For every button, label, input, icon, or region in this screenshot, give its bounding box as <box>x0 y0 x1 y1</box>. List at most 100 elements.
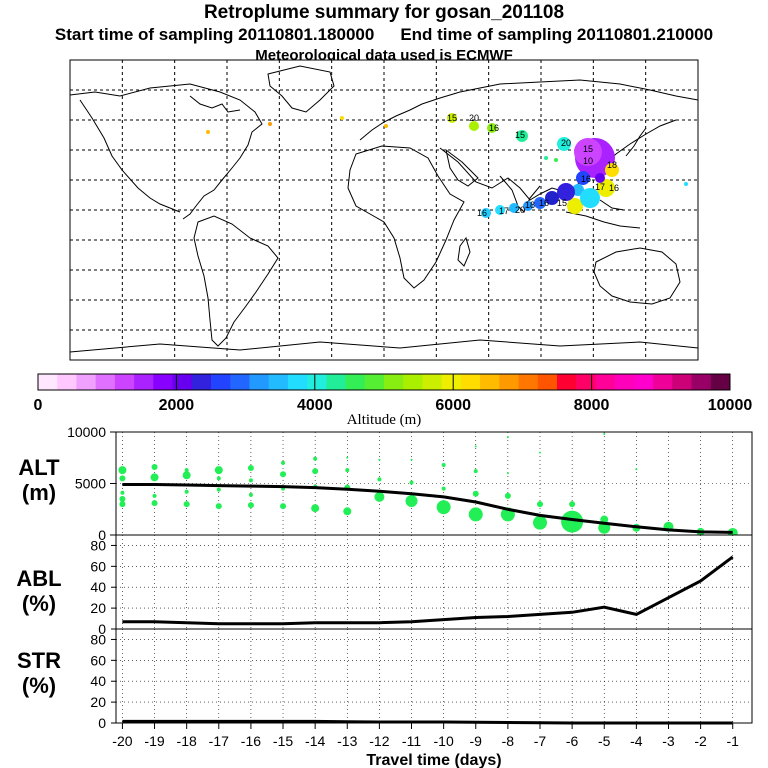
abl-tick-label: 20 <box>90 600 106 616</box>
alt-scatter-point <box>561 510 584 533</box>
chart-title: Retroplume summary for gosan_201108 <box>203 2 565 23</box>
plume-marker <box>534 197 546 209</box>
colorbar-cell <box>95 374 116 390</box>
plume-marker <box>495 205 505 215</box>
colorbar-cell <box>384 374 404 390</box>
x-tick-label: -10 <box>434 733 454 749</box>
colorbar-cell <box>57 374 77 390</box>
plume-label: 16 <box>581 174 591 184</box>
altitude-colorbar <box>37 373 731 391</box>
colorbar-cell <box>595 374 616 390</box>
alt-scatter-point <box>248 478 253 483</box>
coastline-greenland <box>267 65 335 113</box>
alt-label-top: ALT <box>18 455 60 480</box>
colorbar-cell <box>249 374 270 390</box>
alt-scatter-point <box>603 433 606 436</box>
alt-scatter-point <box>533 515 547 530</box>
alt-panel: 10000 5000 0 <box>67 424 753 543</box>
plume-label: 16 <box>539 198 549 208</box>
plume-marker <box>557 137 571 151</box>
alt-scatter-point <box>280 503 287 510</box>
coastline-north-america <box>69 83 263 220</box>
coastline-japan <box>625 127 647 157</box>
plume-marker <box>544 156 548 160</box>
alt-scatter-point <box>184 468 189 473</box>
plume-label: 16 <box>489 123 499 133</box>
plume-marker <box>523 201 533 211</box>
alt-tick-label: 10000 <box>67 424 106 440</box>
colorbar-cell <box>364 374 385 390</box>
sampling-times: Start time of sampling 20110801.180000 En… <box>0 25 768 45</box>
str-tick-label: 40 <box>90 673 106 689</box>
alt-label-bottom: (m) <box>21 480 57 505</box>
alt-scatter-point <box>150 473 159 482</box>
alt-scatter-point <box>468 507 483 522</box>
alt-scatter-point <box>184 489 189 494</box>
x-tick-label: -13 <box>337 733 357 749</box>
alt-scatter-point <box>119 475 126 482</box>
colorbar-cell <box>710 374 731 390</box>
colorbar-cell <box>268 374 289 390</box>
plume-marker <box>206 130 210 134</box>
world-map: 15 20 16 15 20 16 17 18 16 15 20 10 17 16 18 16 15 <box>69 59 699 361</box>
colorbar-cell <box>576 374 596 390</box>
x-tick-label: -5 <box>598 733 611 749</box>
x-tick-label: -6 <box>566 733 579 749</box>
alt-scatter-point <box>539 451 541 454</box>
x-tick-label: -3 <box>662 733 675 749</box>
alt-scatter-point <box>410 458 413 461</box>
alt-scatter-point <box>405 495 418 508</box>
alt-scatter-point <box>119 501 126 508</box>
str-y-ticks: 80 60 40 20 0 <box>90 631 116 731</box>
alt-scatter-point <box>280 471 287 478</box>
plume-markers <box>206 113 688 218</box>
colorbar-cell <box>38 374 58 390</box>
alt-y-ticks: 10000 5000 0 <box>67 424 116 543</box>
colorbar-cell <box>518 374 539 390</box>
coastline-antarctica <box>69 339 699 353</box>
alt-scatter-point <box>182 471 191 480</box>
alt-scatter-point <box>441 462 446 467</box>
alt-scatter-point <box>247 465 254 472</box>
alt-scatter-point <box>472 490 479 497</box>
colorbar-cell <box>557 374 577 390</box>
x-tick-label: -7 <box>534 733 547 749</box>
coastline-madagascar <box>457 236 471 267</box>
plume-marker <box>509 203 519 213</box>
alt-scatter-point <box>346 456 349 459</box>
plume-label: 15 <box>583 144 593 154</box>
start-time-label: Start time of sampling 20110801.180000 <box>54 25 375 44</box>
colorbar-cell <box>230 374 250 390</box>
colorbar-cell <box>480 374 500 390</box>
plume-marker <box>576 171 590 185</box>
str-line <box>122 719 733 725</box>
plume-label: 20 <box>561 138 571 148</box>
str-panel-label: STR (%) <box>8 648 70 698</box>
plume-marker <box>567 198 583 214</box>
x-tick-label: -14 <box>305 733 325 749</box>
coastline-us-west <box>79 99 181 213</box>
abl-tick-label: 60 <box>90 558 106 574</box>
coastline-hudson-bay <box>189 95 241 113</box>
colorbar-cell <box>441 374 462 390</box>
x-tick-label: -11 <box>402 733 421 749</box>
str-panel-frame <box>115 628 753 724</box>
alt-scatter-point <box>215 503 222 510</box>
x-tick-label: -1 <box>727 733 740 749</box>
colorbar-axis-label: Altitude (m) <box>347 412 422 428</box>
alt-scatter-point <box>120 490 125 495</box>
x-tick-label: -9 <box>470 733 483 749</box>
colorbar-cell <box>134 374 154 390</box>
plume-marker <box>572 184 584 196</box>
alt-scatter-point <box>506 472 509 475</box>
plume-marker <box>597 179 615 197</box>
coastline-south-america <box>193 215 279 347</box>
str-label-top: STR <box>17 648 61 673</box>
plume-marker <box>580 188 600 208</box>
plume-marker <box>487 123 497 133</box>
alt-scatter-point <box>247 502 254 509</box>
alt-scatter-point <box>248 492 253 497</box>
colorbar-cell <box>76 374 97 390</box>
abl-line <box>122 555 734 626</box>
